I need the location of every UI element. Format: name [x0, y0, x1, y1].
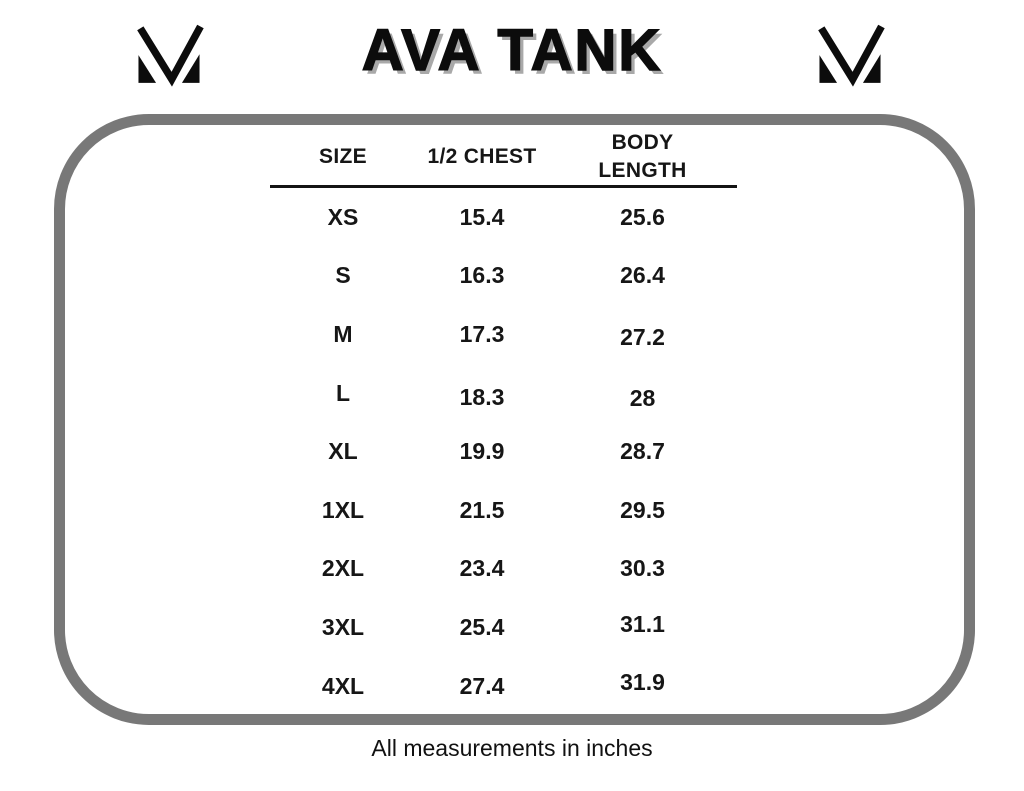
half-chest-cell: 21.5	[459, 496, 505, 523]
table-row: 4XL 27.4 31.9	[270, 657, 737, 716]
column-header-half-chest: 1/2 CHEST	[427, 144, 537, 168]
table-row: 3XL 25.4 31.1	[270, 598, 737, 657]
half-chest-cell: 18.3	[459, 383, 505, 410]
size-cell: 1XL	[321, 496, 365, 523]
half-chest-cell: 17.3	[459, 320, 505, 347]
body-length-cell: 27.2	[620, 323, 665, 350]
half-chest-cell: 15.4	[459, 203, 505, 230]
size-cell: XL	[328, 438, 358, 465]
table-row: S 16.3 26.4	[270, 247, 737, 306]
body-length-cell: 28	[629, 384, 656, 411]
body-length-cell: 30.3	[620, 555, 665, 582]
half-chest-cell: 27.4	[459, 672, 505, 699]
size-cell: M	[333, 320, 353, 347]
size-chart-table: SIZE 1/2 CHEST BODY LENGTH XS 15.4 25.6 …	[270, 128, 737, 715]
measurements-note: All measurements in inches	[371, 735, 653, 761]
size-cell: XS	[327, 203, 359, 230]
body-length-cell: 31.1	[620, 610, 665, 637]
column-header-body-length-label: BODY LENGTH	[598, 131, 687, 182]
size-cell: 3XL	[321, 613, 365, 640]
half-chest-cell: 23.4	[459, 555, 505, 582]
column-header-body-length: BODY LENGTH	[548, 129, 737, 184]
body-length-cell: 31.9	[620, 668, 665, 695]
table-row: XL 19.9 28.7	[270, 422, 737, 481]
table-row: L 18.3 28	[270, 364, 737, 423]
m-monogram-icon	[132, 20, 206, 94]
rounded-frame	[54, 114, 975, 725]
half-chest-cell: 16.3	[459, 262, 505, 289]
half-chest-cell: 25.4	[459, 613, 505, 640]
size-cell: S	[335, 262, 351, 289]
body-length-cell: 29.5	[620, 496, 665, 523]
size-cell: L	[335, 379, 351, 406]
column-header-size: SIZE	[319, 144, 367, 168]
size-cell: 4XL	[321, 672, 365, 699]
body-length-cell: 28.7	[620, 438, 665, 465]
page-title: AVA TANK	[361, 18, 663, 83]
table-body: XS 15.4 25.6 S 16.3 26.4 M 17.3 27.2 L 1…	[270, 188, 737, 715]
table-row: 1XL 21.5 29.5	[270, 481, 737, 540]
table-row: M 17.3 27.2	[270, 305, 737, 364]
half-chest-cell: 19.9	[459, 438, 505, 465]
table-row: 2XL 23.4 30.3	[270, 540, 737, 599]
table-row: XS 15.4 25.6	[270, 188, 737, 247]
size-cell: 2XL	[321, 555, 365, 582]
table-header-row: SIZE 1/2 CHEST BODY LENGTH	[270, 128, 737, 188]
body-length-cell: 26.4	[620, 262, 665, 289]
m-monogram-icon	[813, 20, 887, 94]
body-length-cell: 25.6	[620, 203, 665, 230]
